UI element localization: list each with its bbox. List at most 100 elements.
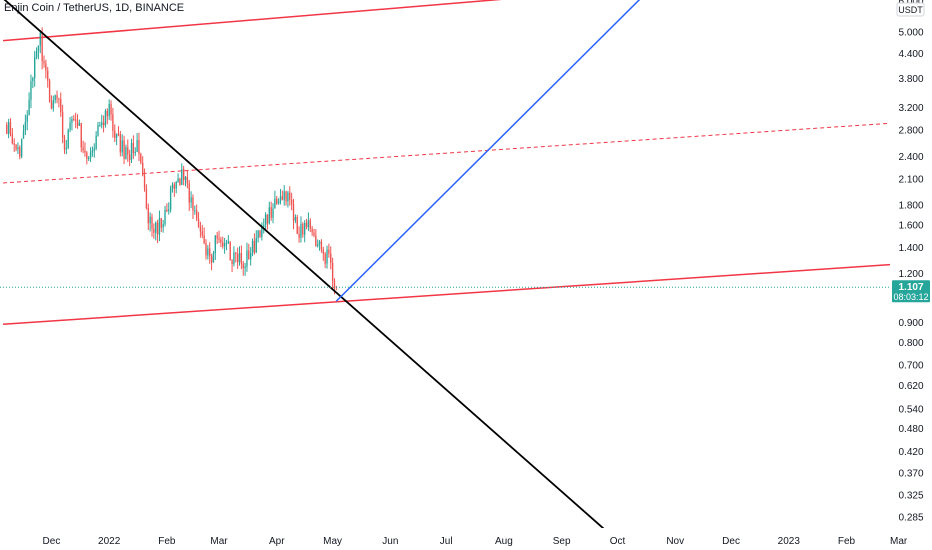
- price-tick-label: 1.600: [898, 220, 923, 231]
- candle-up: [134, 151, 136, 154]
- channel-top-segment: [2, 0, 503, 42]
- time-tick-label: Jun: [382, 536, 398, 547]
- candle-up: [39, 32, 41, 46]
- candle-up: [194, 210, 196, 212]
- currency-label-box[interactable]: [896, 2, 925, 17]
- candle-down: [41, 32, 43, 62]
- candle-up: [30, 81, 32, 100]
- candle-down: [313, 232, 315, 236]
- candle-down: [305, 222, 308, 227]
- currency-label: USDT: [898, 5, 923, 15]
- time-tick-label: Feb: [158, 536, 176, 547]
- time-tick-label: Aug: [495, 536, 513, 547]
- time-tick-label: 2023: [778, 536, 801, 547]
- price-tick-label: 1.400: [898, 243, 923, 254]
- candle-down: [82, 147, 84, 151]
- price-tick-label: 0.620: [898, 381, 923, 392]
- candle-down: [289, 192, 291, 200]
- candle-up: [294, 217, 297, 221]
- candle-up: [89, 152, 92, 159]
- candle-down: [276, 198, 278, 204]
- candle-up: [171, 184, 174, 189]
- candle-down: [235, 252, 237, 254]
- time-tick-label: Mar: [890, 536, 908, 547]
- candle-up: [149, 216, 151, 224]
- candle-up: [104, 110, 107, 126]
- time-tick-label: Feb: [838, 536, 856, 547]
- candle-up: [307, 220, 310, 227]
- candle-up: [67, 129, 69, 148]
- candle-up: [268, 207, 270, 224]
- candle-up: [101, 122, 103, 126]
- candle-up: [136, 140, 138, 152]
- candle-up: [184, 176, 187, 180]
- candle-up: [130, 142, 133, 160]
- candle-down: [166, 209, 168, 212]
- channel-mid-dashed-line[interactable]: [3, 120, 920, 184]
- candle-up: [283, 191, 285, 200]
- price-tick-label: 0.540: [898, 404, 923, 415]
- price-axis-panel[interactable]: [890, 0, 932, 550]
- time-tick-label: Nov: [666, 536, 684, 547]
- candle-up: [326, 249, 328, 264]
- price-tick-label: 0.480: [898, 424, 923, 435]
- last-price-badge: 1.107 08:03:12: [892, 280, 930, 303]
- candle-down: [58, 98, 60, 100]
- candle-up: [99, 125, 101, 127]
- candle-up: [17, 147, 19, 150]
- candle-up: [223, 243, 226, 247]
- candle-up: [169, 188, 172, 210]
- candle-up: [263, 224, 265, 227]
- candle-up: [164, 209, 166, 225]
- candle-down: [173, 184, 176, 189]
- candle-down: [248, 250, 250, 260]
- candle-down: [147, 207, 149, 224]
- downtrend-line[interactable]: [3, 0, 617, 540]
- time-axis-panel[interactable]: [0, 528, 932, 550]
- candle-up: [287, 192, 289, 202]
- candle-down: [199, 227, 202, 232]
- price-tick-label: 4.400: [898, 49, 923, 60]
- candle-down: [330, 253, 332, 263]
- time-tick-label: Jul: [440, 536, 453, 547]
- channel-bottom-line[interactable]: [2, 261, 920, 325]
- candle-up: [303, 222, 306, 235]
- candle-down: [231, 260, 233, 265]
- candle-up: [20, 138, 23, 157]
- candle-down: [315, 235, 317, 247]
- candle-up: [274, 198, 276, 209]
- candle-down: [102, 122, 105, 126]
- candle-down: [138, 140, 140, 155]
- candle-down: [242, 263, 244, 269]
- price-tick-label: 0.900: [898, 318, 923, 329]
- candle-down: [296, 217, 298, 234]
- candle-up: [162, 224, 164, 228]
- price-tick-label: 2.400: [898, 152, 923, 163]
- channel-top-line[interactable]: [2, 0, 530, 42]
- time-tick-label: Oct: [610, 536, 626, 547]
- candle-down: [19, 147, 21, 157]
- candle-up: [121, 140, 123, 153]
- candle-down: [153, 228, 155, 233]
- candle-up: [177, 178, 179, 182]
- candle-down: [143, 175, 146, 189]
- candle-up: [246, 250, 248, 267]
- candle-down: [43, 61, 45, 64]
- candle-down: [322, 249, 324, 254]
- candles: [6, 27, 338, 295]
- candle-down: [186, 176, 189, 184]
- candle-down: [205, 243, 207, 256]
- price-tick-label: 2.100: [898, 174, 923, 185]
- candle-up: [108, 104, 110, 117]
- candle-down: [9, 122, 12, 134]
- candle-down: [331, 262, 334, 281]
- candle-down: [112, 114, 114, 131]
- candle-down: [311, 228, 313, 233]
- candle-down: [270, 207, 272, 218]
- candle-up: [238, 252, 241, 263]
- projection-line[interactable]: [335, 0, 643, 302]
- candle-up: [65, 147, 68, 150]
- candle-up: [78, 123, 81, 126]
- candle-up: [125, 147, 127, 159]
